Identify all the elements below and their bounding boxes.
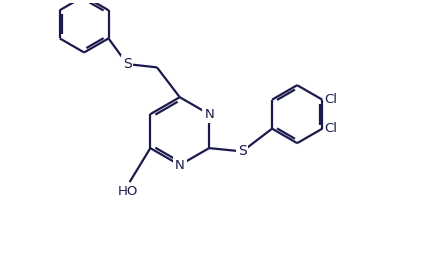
Text: Cl: Cl [324, 122, 337, 135]
Text: N: N [175, 158, 184, 172]
Text: S: S [123, 57, 132, 71]
Text: S: S [238, 145, 247, 158]
Text: Cl: Cl [324, 93, 337, 106]
Text: HO: HO [117, 185, 138, 198]
Text: N: N [204, 108, 214, 121]
